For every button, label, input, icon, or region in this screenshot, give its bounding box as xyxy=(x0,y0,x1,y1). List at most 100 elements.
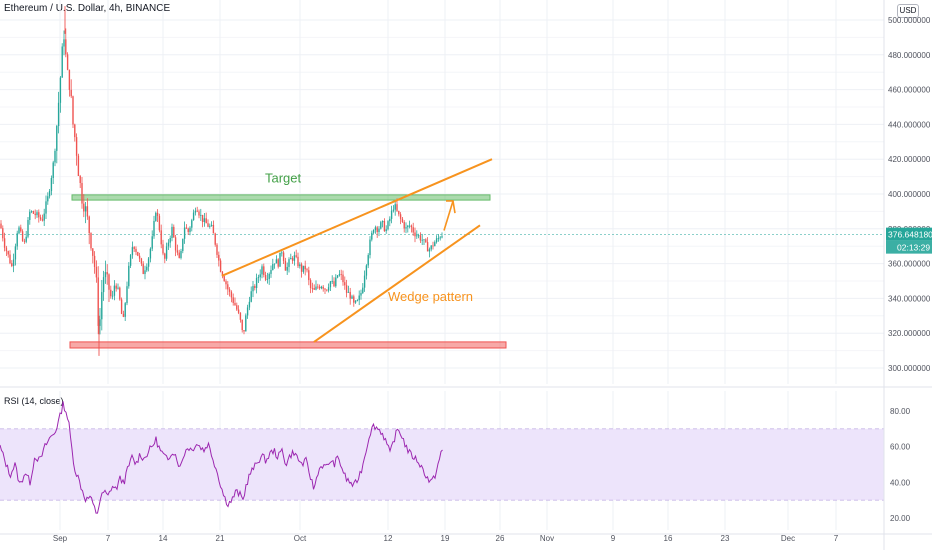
candle-body xyxy=(356,300,359,301)
candle-body xyxy=(104,272,107,278)
candle-body xyxy=(216,244,218,255)
candle-body xyxy=(360,292,362,296)
candle-body xyxy=(50,178,53,191)
candle-body xyxy=(340,274,342,275)
candle-body xyxy=(381,220,384,223)
candle-body xyxy=(34,213,36,216)
candle-body xyxy=(331,281,333,283)
candle-body xyxy=(237,309,240,313)
candle-body xyxy=(320,286,323,289)
time-tick-label: 14 xyxy=(159,534,168,543)
candle-body xyxy=(119,287,121,300)
candle-body xyxy=(167,242,170,247)
candle-body xyxy=(86,206,89,217)
candle-body xyxy=(200,214,202,216)
candle-body xyxy=(342,274,344,283)
grid xyxy=(0,0,884,530)
candle-body xyxy=(228,289,231,292)
candle-body xyxy=(304,265,306,270)
candle-body xyxy=(29,211,31,220)
rsi-line xyxy=(0,401,443,514)
candle-body xyxy=(435,238,438,243)
candle-body xyxy=(252,286,254,292)
candle-body xyxy=(437,238,440,240)
wedge-upper-line xyxy=(221,158,493,277)
rsi-tick-label: 20.00 xyxy=(890,514,911,523)
candle-body xyxy=(201,214,204,223)
price-tick-label: 340.000000 xyxy=(888,294,931,303)
candle-body xyxy=(416,235,418,237)
candle-body xyxy=(219,260,222,272)
candle-body xyxy=(158,215,161,231)
countdown-label: 02:13:29 xyxy=(897,243,930,253)
candle-body xyxy=(77,155,80,177)
candle-body xyxy=(93,255,96,267)
candle-body xyxy=(349,291,351,299)
candle-body xyxy=(383,220,386,232)
candle-body xyxy=(196,210,198,212)
candle-body xyxy=(246,307,249,316)
candle-body xyxy=(97,277,99,326)
candle-body xyxy=(12,259,15,267)
candle-body xyxy=(214,233,216,245)
candle-body xyxy=(52,162,54,179)
candle-body xyxy=(363,275,366,288)
candle-body xyxy=(254,286,256,288)
countdown-badge xyxy=(886,240,932,254)
candle-body xyxy=(160,230,162,245)
candle-body xyxy=(421,239,423,241)
candle-body xyxy=(434,242,436,247)
candle-body xyxy=(57,102,60,127)
candle-body xyxy=(189,227,191,232)
candle-body xyxy=(137,251,139,256)
candle-body xyxy=(432,245,434,247)
candle-body xyxy=(286,266,288,271)
candle-body xyxy=(309,280,312,289)
candle-body xyxy=(180,250,182,258)
candle-body xyxy=(194,210,197,213)
candle-body xyxy=(198,211,200,216)
candle-body xyxy=(311,288,314,289)
candle-body xyxy=(41,219,44,221)
price-tick-label: 440.000000 xyxy=(888,120,931,129)
candle-body xyxy=(374,227,377,231)
candle-body xyxy=(2,228,4,239)
rsi-panel xyxy=(0,401,884,514)
candle-body xyxy=(155,212,157,221)
candle-body xyxy=(108,274,110,290)
candle-body xyxy=(335,277,337,287)
time-tick-label: 23 xyxy=(721,534,730,543)
time-tick-label: 16 xyxy=(664,534,673,543)
candle-body xyxy=(275,259,278,264)
last-price-badge xyxy=(886,227,932,241)
candle-body xyxy=(268,273,270,279)
candle-body xyxy=(81,183,83,204)
candle-body xyxy=(18,227,20,234)
candle-body xyxy=(210,224,213,226)
candle-body xyxy=(392,209,395,211)
candle-body xyxy=(266,278,269,280)
candle-body xyxy=(250,291,252,302)
candle-body xyxy=(284,261,287,271)
candle-body xyxy=(380,222,382,229)
price-tick-label: 460.000000 xyxy=(888,86,931,95)
candle-body xyxy=(439,237,441,239)
currency-button[interactable]: USD xyxy=(897,4,919,18)
candle-body xyxy=(369,239,371,256)
candle-body xyxy=(281,252,283,254)
candle-body xyxy=(272,264,274,270)
candle-body xyxy=(221,271,224,277)
candle-body xyxy=(353,296,355,303)
candle-body xyxy=(362,287,364,293)
candle-body xyxy=(399,214,402,219)
candles xyxy=(0,6,443,356)
candle-body xyxy=(38,212,40,218)
candle-body xyxy=(387,221,389,230)
candle-body xyxy=(390,210,393,219)
candle-body xyxy=(171,226,173,239)
candle-body xyxy=(300,264,303,272)
candle-body xyxy=(318,286,321,289)
candle-body xyxy=(36,212,38,216)
candle-body xyxy=(5,247,8,252)
